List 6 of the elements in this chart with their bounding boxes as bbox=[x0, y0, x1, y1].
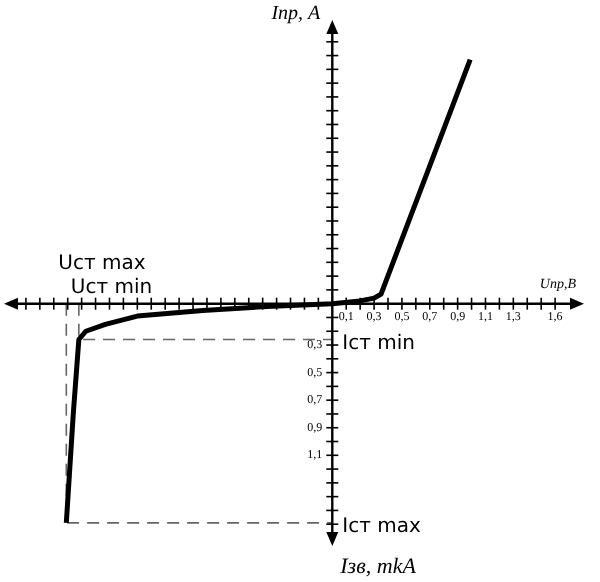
y-axis-title: Iпр, A bbox=[269, 3, 323, 26]
text: Iзв, mkA bbox=[338, 554, 417, 579]
annotation: Uст min bbox=[70, 276, 153, 299]
annotation: Uст max bbox=[58, 252, 146, 275]
annotation: Iст max bbox=[342, 516, 421, 539]
annotation: Iст min bbox=[342, 332, 415, 355]
